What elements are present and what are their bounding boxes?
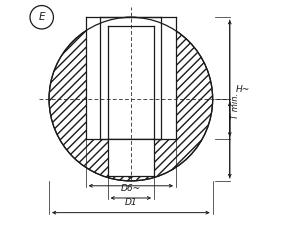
Text: H~: H~ xyxy=(236,85,250,94)
Text: T min.: T min. xyxy=(231,93,240,119)
Bar xyxy=(86,17,176,139)
Bar xyxy=(100,17,162,26)
Text: E: E xyxy=(38,12,45,22)
Bar xyxy=(108,26,154,139)
Text: D6~: D6~ xyxy=(121,184,141,193)
Text: D: D xyxy=(127,171,134,180)
Bar xyxy=(86,17,100,139)
Circle shape xyxy=(49,17,213,181)
Text: D1: D1 xyxy=(125,198,137,207)
Bar xyxy=(162,17,176,139)
Circle shape xyxy=(30,5,54,29)
Bar xyxy=(108,139,154,176)
